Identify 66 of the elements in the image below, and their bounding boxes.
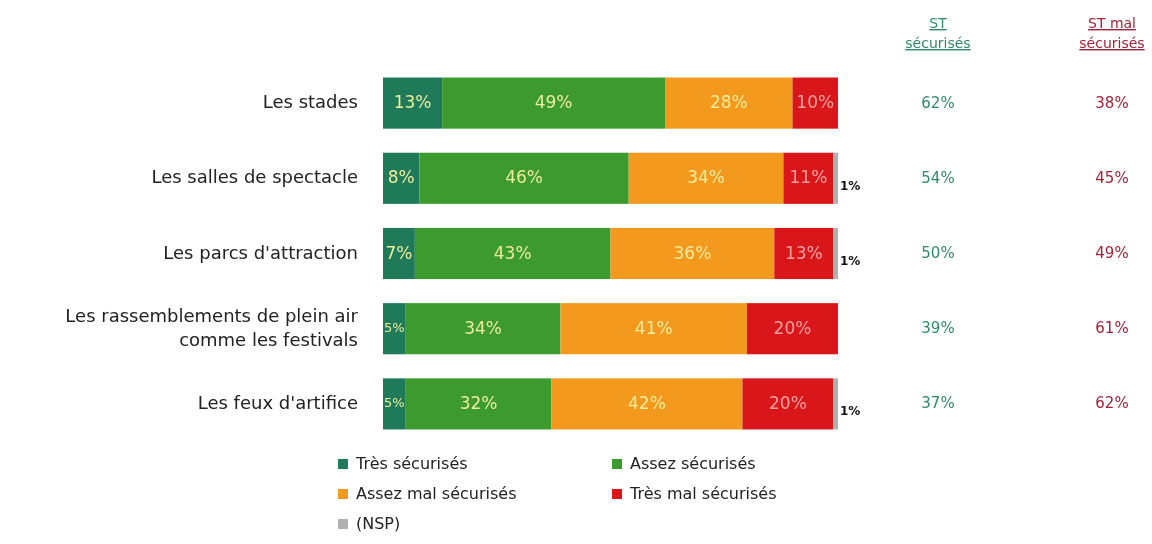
bar — [383, 378, 406, 430]
text: 45% — [1095, 168, 1129, 187]
data-label: 1% — [840, 254, 861, 268]
legend-label: Très sécurisés — [355, 453, 468, 473]
bar — [833, 378, 838, 430]
data-label: 34% — [687, 167, 725, 188]
y-tick-label: Les stades — [262, 91, 358, 113]
data-label: 20% — [773, 317, 812, 338]
data-label: 41% — [634, 317, 673, 338]
data-label: 20% — [769, 392, 807, 413]
data-label: 13% — [393, 92, 432, 113]
y-tick-label: Les parcs d'attraction — [163, 241, 358, 263]
data-label: 28% — [709, 92, 748, 113]
legend-label: Assez sécurisés — [630, 453, 756, 473]
bar — [560, 303, 747, 355]
y-tick-label: Les feux d'artifice — [197, 391, 358, 413]
data-label: 5% — [384, 395, 405, 411]
bar — [747, 303, 838, 355]
text: ST sécurisés — [905, 15, 971, 51]
bar — [551, 378, 743, 430]
text: 62% — [1095, 394, 1129, 413]
text: 50% — [921, 244, 955, 262]
legend-label: Très mal sécurisés — [629, 483, 777, 503]
legend-label: Assez mal sécurisés — [356, 483, 517, 503]
legend-label: (NSP) — [356, 513, 401, 533]
bar — [783, 152, 834, 204]
data-label: 34% — [464, 317, 502, 338]
text: 39% — [921, 319, 955, 338]
bar — [419, 152, 629, 204]
bar — [742, 378, 834, 430]
text: 49% — [1095, 244, 1129, 262]
bar — [383, 303, 406, 355]
text: 62% — [921, 93, 955, 112]
data-label: 11% — [789, 167, 828, 188]
y-tick-label: Les salles de spectacle — [151, 166, 358, 188]
data-label: 13% — [784, 242, 823, 263]
data-label: 32% — [459, 392, 498, 413]
data-label: 46% — [505, 167, 543, 188]
bar — [833, 227, 838, 280]
data-label: 49% — [534, 92, 573, 113]
data-label: 42% — [628, 392, 666, 413]
bar — [383, 227, 415, 280]
text: 54% — [921, 168, 955, 187]
bar — [383, 77, 443, 129]
bar — [628, 152, 784, 204]
bar — [610, 227, 775, 280]
text: 61% — [1095, 319, 1129, 338]
text: 38% — [1095, 93, 1129, 112]
text: ST mal sécurisés — [1079, 15, 1145, 51]
data-label: 10% — [796, 92, 835, 113]
bar — [774, 227, 834, 280]
bar — [833, 152, 838, 204]
data-label: 1% — [840, 178, 861, 193]
bar — [665, 77, 793, 129]
data-label: 43% — [493, 242, 532, 263]
data-label: 8% — [387, 167, 415, 188]
bar — [442, 77, 666, 129]
bar — [414, 227, 611, 280]
text: 37% — [921, 394, 955, 413]
data-label: 1% — [840, 404, 861, 419]
data-label: 7% — [385, 242, 413, 263]
data-label: 5% — [384, 320, 405, 336]
data-label: 36% — [673, 242, 712, 263]
bar — [405, 378, 552, 430]
y-tick-label: Les rassemblements de plein air comme les festivals — [65, 304, 359, 350]
bar — [405, 303, 561, 355]
